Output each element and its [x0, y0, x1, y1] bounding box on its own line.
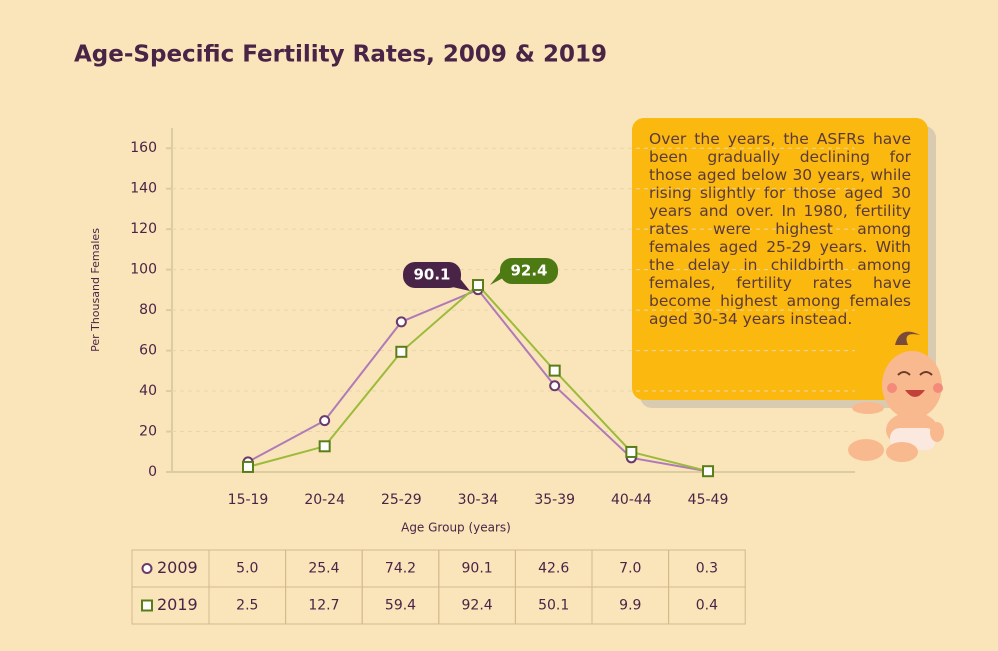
table-value: 74.2 — [385, 561, 416, 577]
y-tick-label: 80 — [139, 302, 157, 318]
table-cell — [668, 586, 746, 625]
chart-title: Age-Specific Fertility Rates, 2009 & 201… — [74, 42, 607, 68]
table-value: 0.3 — [696, 561, 718, 577]
x-axis-label: Age Group (years) — [401, 521, 511, 535]
table-value: 25.4 — [308, 561, 339, 577]
legend-label: 2019 — [157, 595, 198, 614]
data-table: 2009 5.0 25.4 74.2 90.1 42.6 7.0 0.3 2019 2.5 12.7… — [131, 549, 746, 625]
point-marker — [395, 316, 407, 328]
table-value: 12.7 — [308, 598, 339, 614]
y-tick-label: 0 — [148, 464, 157, 480]
x-tick-label: 25-29 — [381, 492, 422, 508]
callout-tail — [448, 276, 470, 291]
table-value: 7.0 — [619, 561, 641, 577]
x-tick-label: 45-49 — [688, 492, 729, 508]
y-tick-label: 40 — [139, 383, 157, 399]
point-marker — [702, 465, 715, 478]
point-marker — [242, 460, 254, 473]
callout-label: 92.4 — [510, 262, 547, 280]
callout-bubble — [500, 258, 558, 284]
y-tick-label: 120 — [130, 221, 157, 237]
point-marker — [549, 380, 561, 392]
point-marker — [318, 440, 331, 453]
point-marker — [625, 445, 638, 458]
callout-label: 90.1 — [413, 266, 450, 284]
table-value: 9.9 — [619, 598, 641, 614]
x-tick-label: 15-19 — [228, 492, 269, 508]
table-value: 5.0 — [236, 561, 258, 577]
point-marker — [141, 563, 153, 574]
callout-bubble — [403, 262, 461, 288]
y-axis-label: Per Thousand Females — [89, 228, 102, 352]
table-value: 59.4 — [385, 598, 416, 614]
note-text: Over the years, the ASFRs have been grad… — [649, 130, 911, 328]
x-tick-label: 40-44 — [611, 492, 652, 508]
table-value: 90.1 — [462, 561, 493, 577]
table-value: 0.4 — [696, 598, 718, 614]
y-tick-label: 20 — [139, 424, 157, 440]
y-tick-label: 140 — [130, 181, 157, 197]
point-marker — [395, 345, 408, 358]
table-value: 2.5 — [236, 598, 258, 614]
baby — [848, 331, 944, 462]
x-tick-label: 30-34 — [458, 492, 499, 508]
legend-label: 2009 — [157, 558, 198, 577]
point-marker — [548, 364, 561, 377]
table-value: 42.6 — [538, 561, 569, 577]
x-tick-label: 20-24 — [304, 492, 345, 508]
point-marker — [141, 599, 153, 612]
table-value: 50.1 — [538, 598, 569, 614]
table-value: 92.4 — [462, 598, 493, 614]
y-tick-label: 60 — [139, 343, 157, 359]
y-tick-label: 160 — [130, 140, 157, 156]
y-tick-label: 100 — [130, 262, 157, 278]
point-marker — [472, 279, 485, 292]
point-marker — [319, 415, 331, 427]
x-tick-label: 35-39 — [534, 492, 575, 508]
